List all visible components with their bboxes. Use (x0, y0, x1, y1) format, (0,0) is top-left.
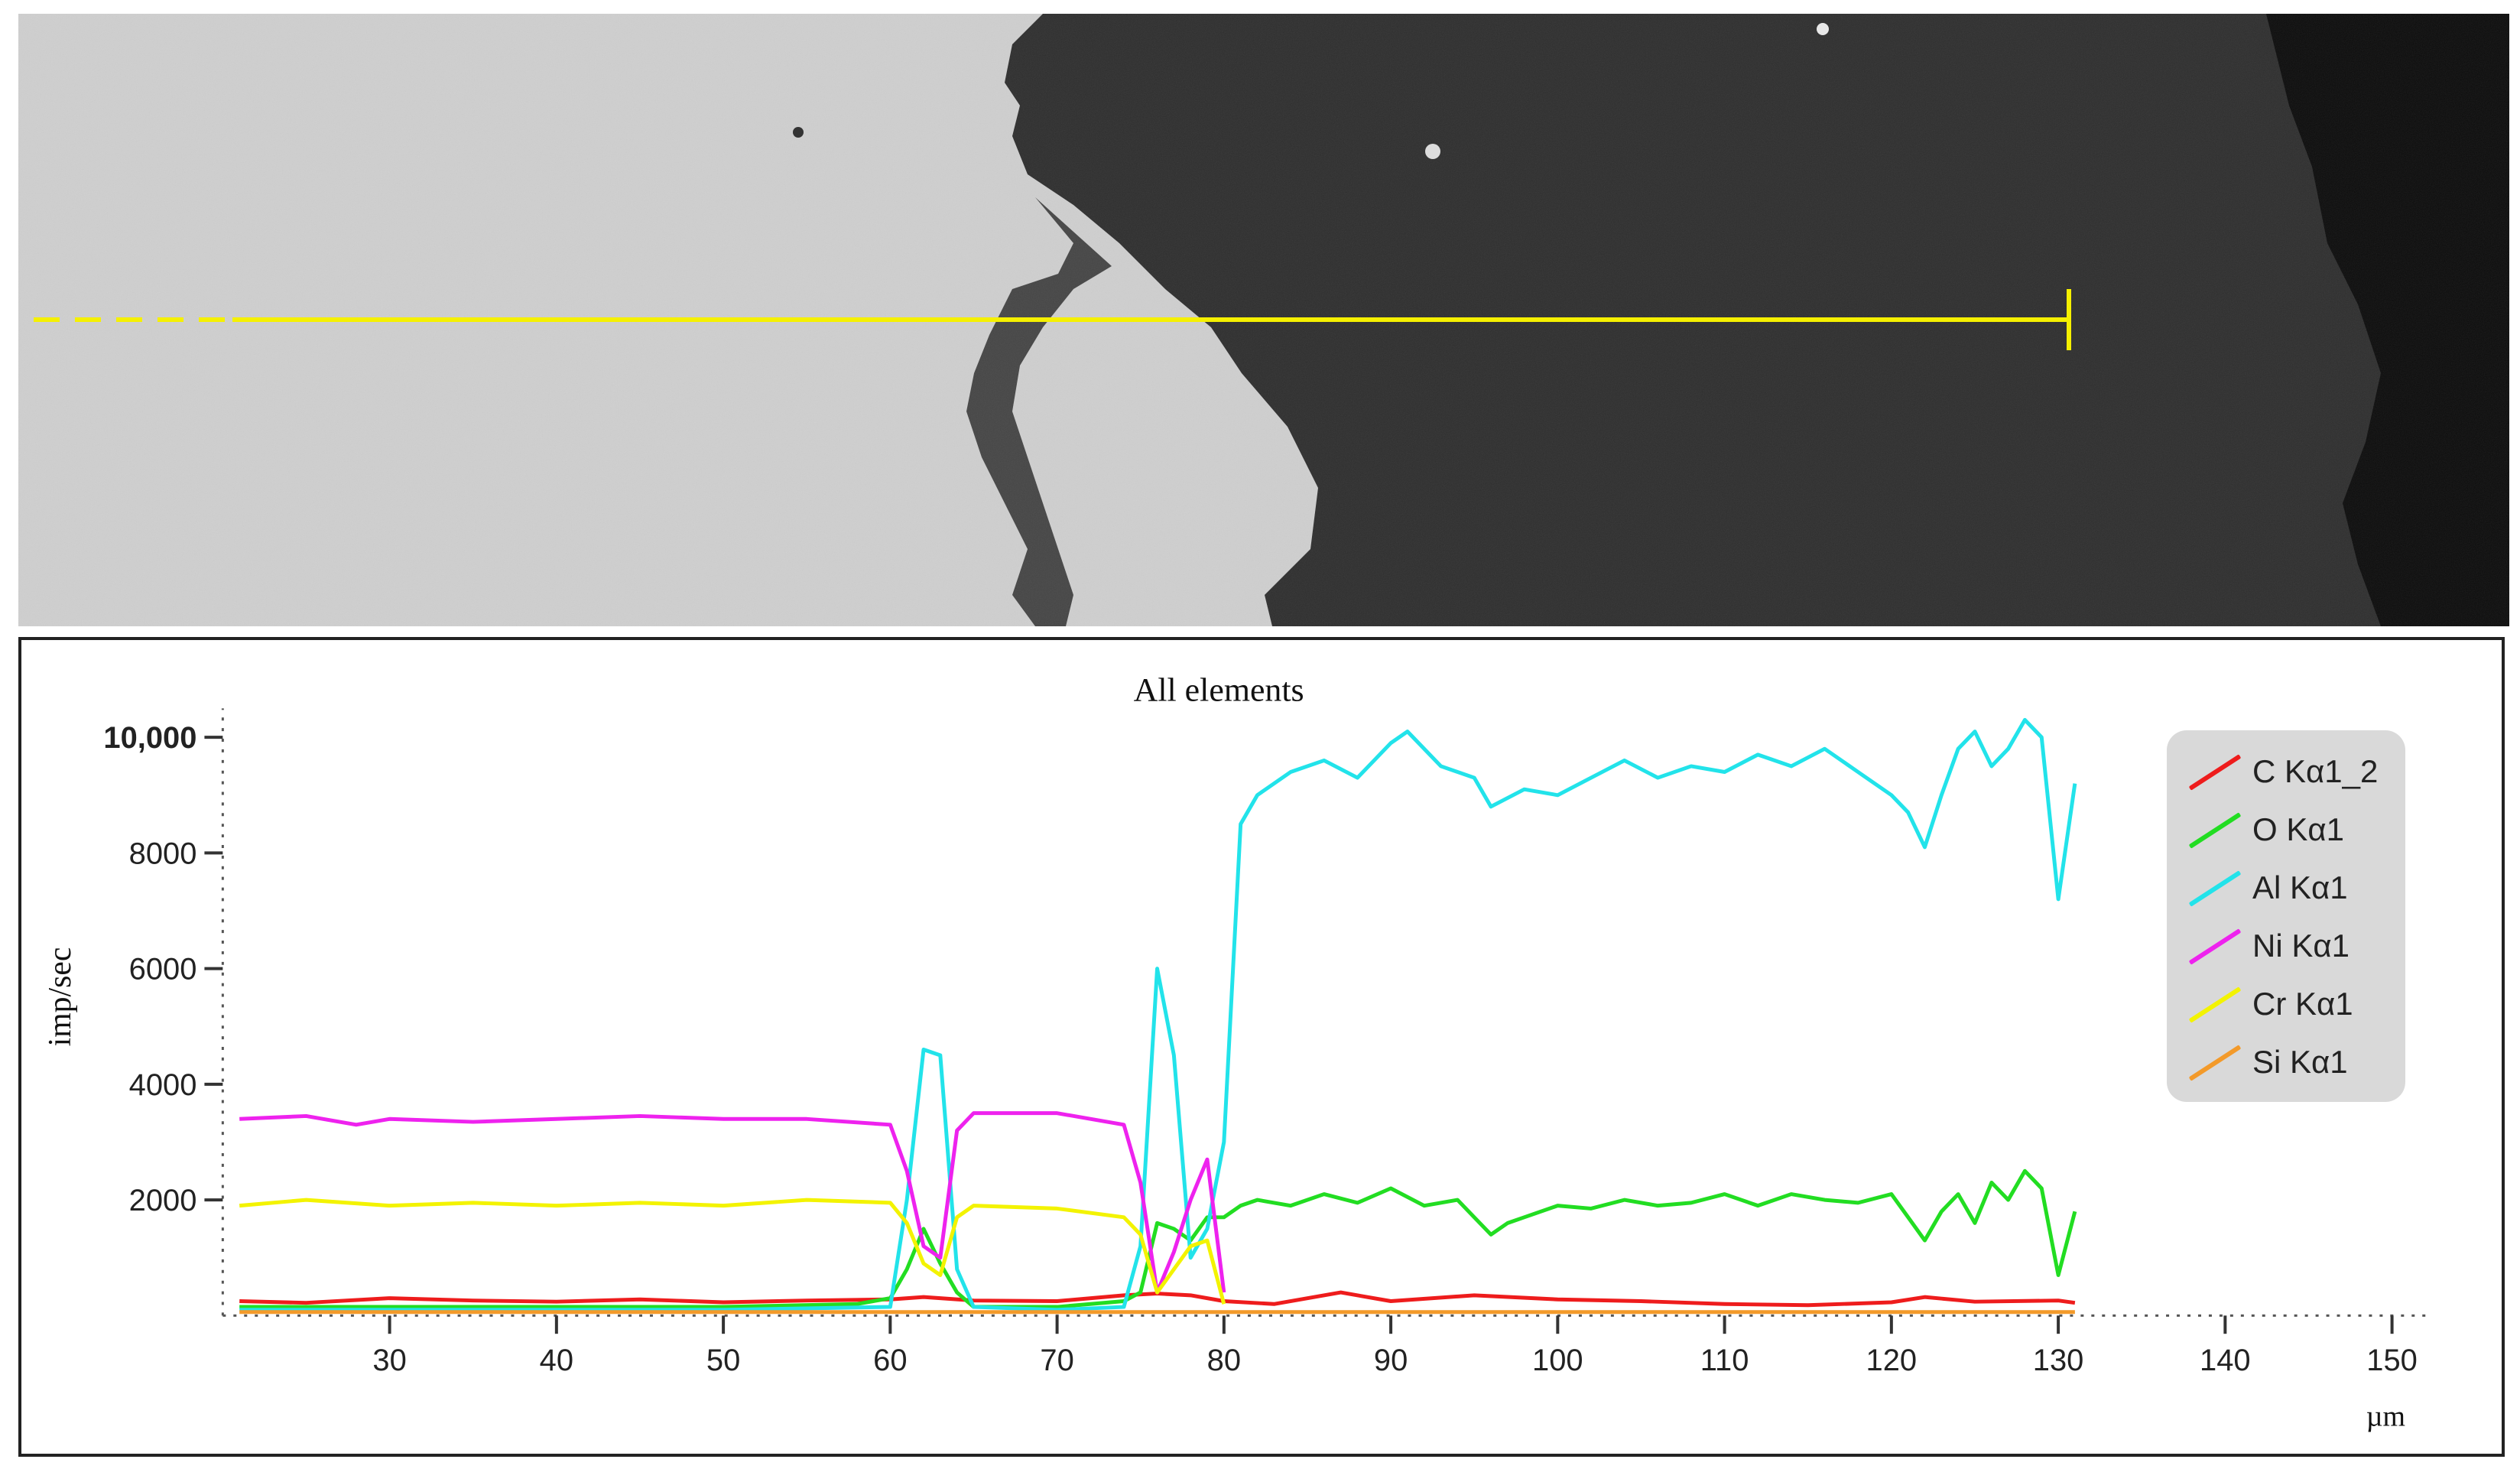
x-tick-label: 80 (1207, 1344, 1241, 1377)
series-line-2 (239, 717, 2077, 1312)
y-axis-label: imp/sec (43, 947, 78, 1047)
legend-label: C Kα1_2 (2252, 753, 2379, 789)
x-tick-label: 150 (2366, 1344, 2418, 1377)
legend-label: O Kα1 (2252, 811, 2344, 847)
legend-swatch (2188, 928, 2242, 965)
x-tick-label: 40 (540, 1344, 573, 1377)
series-line-1 (239, 1168, 2077, 1309)
y-tick-label: 6000 (129, 953, 197, 986)
x-tick-label: 90 (1374, 1344, 1408, 1377)
series-line-4 (239, 1198, 1226, 1305)
y-tick-label: 8000 (129, 837, 197, 870)
x-tick-label: 50 (706, 1344, 740, 1377)
legend-item: Al Kα1 (2167, 859, 2405, 917)
legend-label: Si Kα1 (2252, 1044, 2348, 1080)
particle (1817, 23, 1829, 35)
x-tick-label: 140 (2200, 1344, 2251, 1377)
legend-label: Cr Kα1 (2252, 986, 2353, 1022)
legend-label: Ni Kα1 (2252, 928, 2350, 964)
legend-swatch (2188, 986, 2242, 1023)
series-layer (239, 717, 2077, 1315)
x-tick-label: 30 (372, 1344, 406, 1377)
legend-swatch (2188, 754, 2242, 791)
x-tick-label: 70 (1040, 1344, 1073, 1377)
series-line-3 (239, 1111, 1226, 1295)
x-tick-label: 130 (2033, 1344, 2084, 1377)
legend-swatch (2188, 812, 2242, 849)
particle (793, 127, 804, 138)
legend-item: Si Kα1 (2167, 1033, 2405, 1091)
x-tick-label: 110 (1700, 1344, 1749, 1377)
x-tick-label: 100 (1532, 1344, 1583, 1377)
legend-item: C Kα1_2 (2167, 743, 2405, 801)
chart-panel: 30 40 50 60 70 80 90 100 110 120 130 140 150 2000 4000… (18, 637, 2505, 1457)
legend-item: O Kα1 (2167, 801, 2405, 859)
sem-micrograph (18, 14, 2509, 626)
y-tick-label: 4000 (129, 1068, 197, 1102)
legend-label: Al Kα1 (2252, 869, 2348, 905)
legend: C Kα1_2 O Kα1 Al Kα1 Ni Kα1 Cr Kα1 Si Kα1 (2167, 730, 2405, 1102)
particle (1425, 144, 1440, 159)
legend-item: Cr Kα1 (2167, 975, 2405, 1033)
x-axis-label: µm (2366, 1400, 2405, 1432)
y-tick-label: 10,000 (103, 721, 196, 755)
line-scan-chart: 30 40 50 60 70 80 90 100 110 120 130 140 150 2000 4000… (43, 671, 2426, 1432)
axes: 30 40 50 60 70 80 90 100 110 120 130 140 150 2000 4000… (103, 708, 2426, 1377)
series-line-0 (239, 1290, 2076, 1308)
legend-swatch (2188, 1045, 2242, 1081)
x-tick-label: 60 (873, 1344, 907, 1377)
x-tick-label: 120 (1866, 1344, 1918, 1377)
legend-item: Ni Kα1 (2167, 917, 2405, 975)
chart-title: All elements (1134, 671, 1304, 708)
y-tick-label: 2000 (129, 1184, 197, 1217)
legend-swatch (2188, 870, 2242, 907)
